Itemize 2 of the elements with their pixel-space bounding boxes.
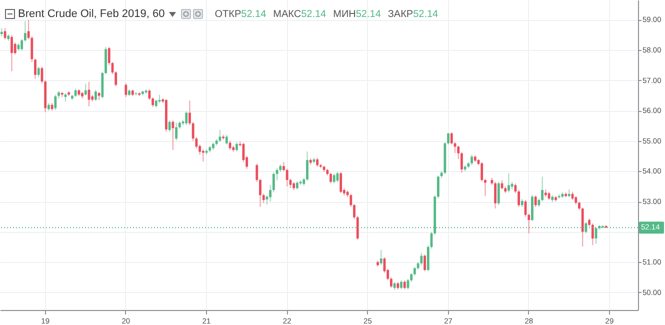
text: Brent Crude Oil, Feb 2019, 60 xyxy=(18,8,165,20)
text: ОТКР52.14 МАКС52.14 МИН52.14 ЗАКР52.14 xyxy=(214,9,439,20)
